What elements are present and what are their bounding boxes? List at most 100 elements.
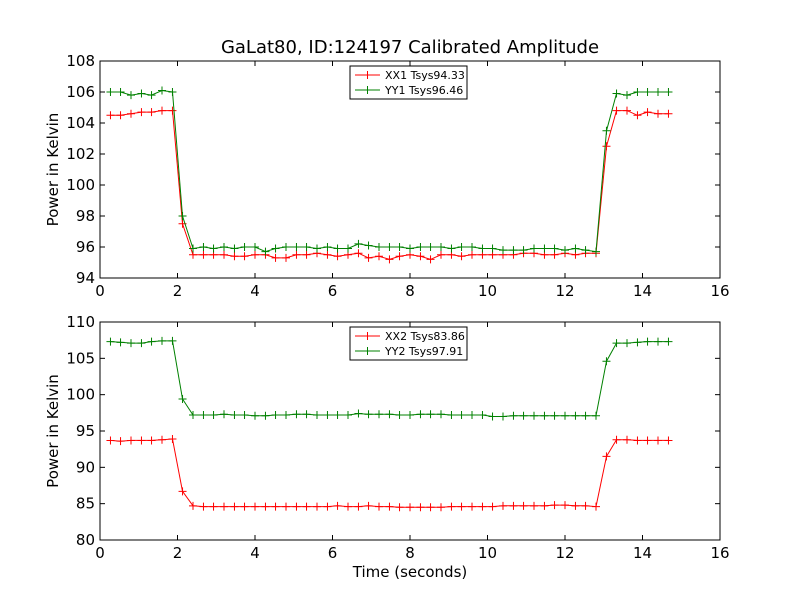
- data-point-xx1: [271, 253, 280, 262]
- data-point-yy2: [251, 411, 259, 420]
- data-point-yy2: [261, 411, 270, 420]
- data-point-xx2: [623, 435, 631, 444]
- data-point-xx2: [158, 435, 166, 444]
- data-point-xx2: [654, 436, 662, 445]
- data-point-xx1: [127, 109, 135, 118]
- data-point-yy1: [581, 246, 590, 255]
- data-point-yy1: [240, 243, 249, 251]
- y-tick-label: 85: [76, 495, 95, 513]
- data-point-xx2: [240, 502, 249, 511]
- x-tick-label: 14: [633, 282, 652, 300]
- data-point-yy1: [106, 88, 115, 96]
- data-point-yy2: [550, 411, 559, 420]
- data-point-yy2: [178, 395, 187, 404]
- data-point-yy1: [127, 91, 135, 100]
- x-tick-label: 2: [173, 282, 183, 300]
- y-tick-label: 95: [76, 422, 95, 440]
- data-point-xx2: [519, 501, 528, 510]
- data-point-xx1: [633, 111, 642, 120]
- data-point-yy1: [488, 244, 497, 253]
- data-point-yy1: [354, 239, 363, 248]
- data-point-yy1: [282, 243, 290, 251]
- data-point-yy2: [189, 411, 197, 420]
- data-point-xx2: [116, 437, 125, 446]
- data-point-yy1: [468, 243, 476, 251]
- data-point-xx1: [426, 255, 435, 264]
- data-point-xx2: [282, 502, 290, 511]
- legend-label-yy1: YY1 Tsys96.46: [384, 84, 463, 97]
- data-point-yy1: [385, 243, 394, 251]
- data-point-xx2: [127, 436, 135, 445]
- legend-marker-xx1: [363, 71, 372, 79]
- data-point-yy2: [643, 337, 652, 346]
- data-point-yy1: [220, 243, 228, 251]
- x-tick-label: 6: [328, 282, 338, 300]
- data-point-xx2: [385, 502, 394, 511]
- data-point-xx2: [106, 436, 115, 445]
- y-tick-label: 106: [66, 83, 95, 101]
- legend: XX1 Tsys94.33 YY1 Tsys96.46: [349, 65, 468, 100]
- legend-label-yy2: YY2 Tsys97.91: [384, 345, 463, 358]
- data-point-xx1: [643, 108, 652, 117]
- x-tick-label: 2: [173, 544, 183, 562]
- data-point-xx1: [364, 253, 373, 262]
- data-point-yy2: [602, 357, 611, 366]
- data-point-yy2: [375, 410, 383, 419]
- data-point-xx2: [302, 502, 311, 511]
- data-point-xx2: [344, 502, 352, 511]
- x-tick-label: 14: [633, 544, 652, 562]
- data-point-xx2: [292, 502, 301, 511]
- data-point-yy1: [437, 243, 445, 251]
- data-point-xx1: [282, 253, 290, 262]
- data-point-xx2: [333, 501, 342, 510]
- y-tick-label: 96: [76, 238, 95, 256]
- data-point-yy2: [426, 410, 435, 419]
- y-tick-label: 100: [66, 386, 95, 404]
- data-point-xx2: [437, 503, 445, 512]
- data-point-xx2: [313, 502, 321, 511]
- data-point-xx1: [230, 252, 239, 261]
- data-point-yy2: [220, 410, 228, 419]
- y-tick-label: 102: [66, 145, 95, 163]
- data-point-yy2: [323, 411, 332, 420]
- data-point-xx1: [302, 250, 311, 259]
- data-point-yy1: [209, 244, 218, 253]
- data-point-xx1: [220, 250, 228, 259]
- data-point-xx1: [251, 250, 259, 259]
- legend-marker-yy1: [363, 86, 372, 94]
- data-point-xx1: [395, 252, 404, 261]
- data-point-yy2: [395, 411, 404, 420]
- data-point-xx1: [106, 111, 115, 120]
- data-point-yy2: [592, 411, 600, 420]
- data-point-yy2: [437, 410, 445, 419]
- data-point-xx2: [271, 502, 280, 511]
- legend-box: [349, 326, 468, 361]
- data-point-yy2: [354, 409, 363, 418]
- data-point-yy2: [623, 339, 631, 348]
- data-point-yy2: [271, 411, 280, 420]
- data-point-yy2: [199, 411, 208, 420]
- data-point-xx2: [540, 501, 549, 510]
- data-point-yy1: [571, 244, 580, 253]
- data-point-yy1: [499, 246, 507, 255]
- data-point-yy1: [519, 246, 528, 255]
- x-tick-label: 0: [95, 282, 105, 300]
- data-point-xx2: [220, 502, 228, 511]
- data-point-xx1: [375, 252, 383, 261]
- data-point-xx2: [406, 503, 414, 512]
- data-point-yy2: [509, 411, 518, 420]
- data-point-xx2: [612, 435, 621, 444]
- top-chart: 0 2 4 6 8 10 12 14 16 94 96 98 100 102 104 106 108 Power …: [44, 52, 730, 300]
- data-point-xx2: [509, 501, 518, 510]
- data-point-yy1: [416, 243, 425, 251]
- data-point-xx2: [592, 502, 600, 511]
- data-point-xx2: [189, 501, 197, 510]
- data-point-xx1: [147, 108, 156, 117]
- y-tick-label: 105: [66, 349, 95, 367]
- data-point-yy2: [406, 411, 414, 420]
- legend-label-xx2: XX2 Tsys83.86: [385, 330, 465, 343]
- figure-title: GaLat80, ID:124197 Calibrated Amplitude: [221, 37, 599, 58]
- legend: XX2 Tsys83.86 YY2 Tsys97.91: [349, 326, 468, 361]
- data-point-xx2: [571, 501, 580, 510]
